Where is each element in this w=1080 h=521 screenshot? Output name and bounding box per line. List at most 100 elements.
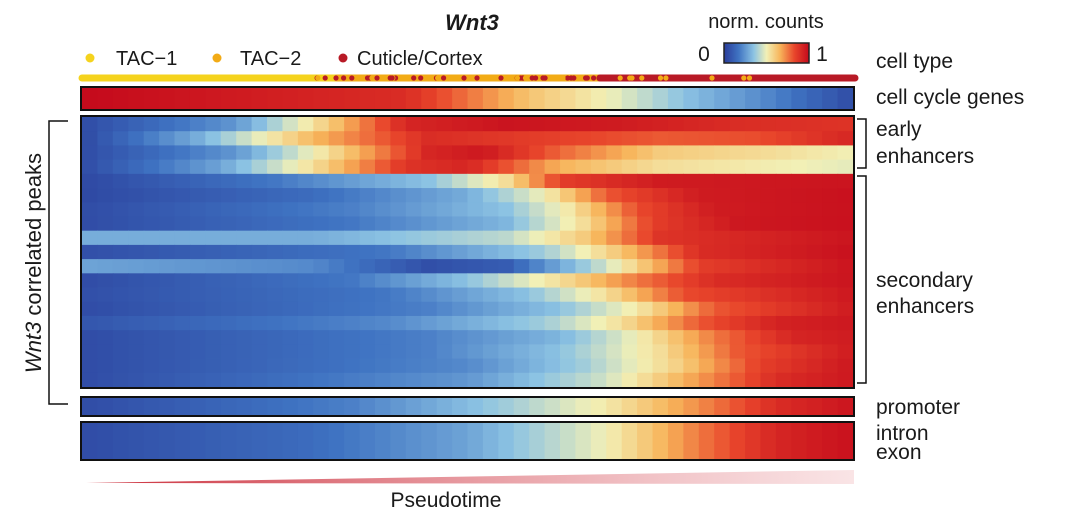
heatmap-cell-row-13 — [236, 301, 253, 317]
heatmap-cell-row-12 — [344, 287, 361, 303]
heatmap-cell-row-4 — [189, 173, 206, 189]
heatmap-cell-row-8 — [467, 230, 484, 246]
heatmap-cell-row-4 — [344, 173, 361, 189]
heatmap-cell-row-7 — [637, 216, 654, 232]
heatmap-cell-row-14 — [745, 315, 762, 331]
heatmap-cell-row-9 — [267, 244, 284, 260]
heatmap-cell-row-14 — [97, 315, 114, 331]
heatmap-cell-row-2 — [220, 145, 237, 161]
heatmap-cell-row-15 — [159, 330, 176, 345]
heatmap-cell-row-12 — [606, 287, 623, 303]
heatmap-cell-row-5 — [205, 188, 222, 203]
heatmap-cell-row-1 — [482, 131, 499, 146]
heatmap-cell-row-14 — [575, 315, 592, 331]
heatmap-cell-row-15 — [544, 330, 561, 345]
heatmap-cell-row-5 — [220, 188, 237, 203]
heatmap-cell-row-4 — [205, 173, 222, 189]
heatmap-cell-row-6 — [436, 202, 453, 217]
heatmap-cell-row-6 — [806, 202, 823, 217]
heatmap-cell-row-12 — [297, 287, 314, 303]
heatmap-cell-row-7 — [405, 216, 422, 232]
cell-type-point — [741, 75, 747, 81]
heatmap-cell-row-1 — [328, 131, 345, 146]
heatmap-cell-row-4 — [482, 173, 499, 189]
heatmap-cell-row-17 — [529, 358, 546, 374]
heatmap-cell-row-4 — [791, 173, 808, 189]
heatmap-cell-row-10 — [344, 259, 361, 274]
heatmap-cell-row-17 — [297, 358, 314, 374]
heatmap-cell-row-0 — [390, 117, 407, 132]
heatmap-cell-row-10 — [467, 259, 484, 274]
heatmap-cell-row-1 — [837, 131, 854, 146]
heatmap-cell-row-0 — [513, 117, 530, 132]
heatmap-cell-row-3 — [667, 159, 684, 175]
heatmap-cell-row-4 — [97, 173, 114, 189]
heatmap-cell-row-1 — [236, 131, 253, 146]
heatmap-cell-row-6 — [421, 202, 438, 217]
heatmap-cell-row-4 — [714, 173, 731, 189]
heatmap-cell-row-0 — [575, 117, 592, 132]
heatmap-cell-row-5 — [498, 188, 515, 203]
heatmap-cell-row-8 — [344, 230, 361, 246]
heatmap-cell-row-8 — [729, 230, 746, 246]
heatmap-cell-row-9 — [667, 244, 684, 260]
heatmap-cell-row-8 — [498, 230, 515, 246]
heatmap-cell-row-16 — [729, 344, 746, 359]
heatmap-cell-row-4 — [159, 173, 176, 189]
heatmap-cell-row-8 — [714, 230, 731, 246]
heatmap-cell-row-0 — [205, 117, 222, 132]
heatmap-cell-row-11 — [698, 273, 715, 288]
promoter-cell — [421, 398, 438, 416]
heatmap-cell-row-12 — [498, 287, 515, 303]
promoter-cell — [390, 398, 407, 416]
promoter-cell — [236, 398, 253, 416]
cell-cycle-cell — [606, 88, 623, 110]
heatmap-cell-row-13 — [482, 301, 499, 317]
intron-exon-cell — [421, 423, 438, 460]
intron-exon-cell — [529, 423, 546, 460]
heatmap-cell-row-6 — [189, 202, 206, 217]
heatmap-cell-row-15 — [529, 330, 546, 345]
promoter-cell — [174, 398, 191, 416]
heatmap-cell-row-16 — [174, 344, 191, 359]
heatmap-cell-row-17 — [405, 358, 422, 374]
promoter-cell — [745, 398, 762, 416]
heatmap-cell-row-5 — [159, 188, 176, 203]
heatmap-cell-row-4 — [297, 173, 314, 189]
heatmap-cell-row-18 — [205, 372, 222, 388]
heatmap-cell-row-12 — [822, 287, 839, 303]
heatmap-cell-row-8 — [267, 230, 284, 246]
promoter-cell — [251, 398, 268, 416]
heatmap-cell-row-9 — [806, 244, 823, 260]
heatmap-cell-row-1 — [344, 131, 361, 146]
heatmap-cell-row-17 — [112, 358, 129, 374]
early-enhancers-bracket — [857, 118, 867, 169]
intron-exon-cell — [467, 423, 484, 460]
heatmap-cell-row-14 — [112, 315, 129, 331]
heatmap-cell-row-15 — [745, 330, 762, 345]
heatmap-cell-row-5 — [313, 188, 330, 203]
heatmap-cell-row-10 — [775, 259, 792, 274]
cell-cycle-cell — [112, 88, 129, 110]
heatmap-cell-row-7 — [97, 216, 114, 232]
heatmap-cell-row-8 — [143, 230, 160, 246]
promoter-cell — [159, 398, 176, 416]
heatmap-cell-row-13 — [560, 301, 577, 317]
cell-type-label: cell type — [876, 50, 953, 73]
heatmap-cell-row-15 — [82, 330, 99, 345]
heatmap-cell-row-11 — [729, 273, 746, 288]
heatmap-cell-row-17 — [560, 358, 577, 374]
heatmap-cell-row-0 — [760, 117, 777, 132]
heatmap-cell-row-5 — [575, 188, 592, 203]
chart-title: Wnt3 — [445, 10, 499, 35]
heatmap-cell-row-4 — [421, 173, 438, 189]
heatmap-cell-row-12 — [652, 287, 669, 303]
heatmap-cell-row-1 — [313, 131, 330, 146]
heatmap-cell-row-5 — [405, 188, 422, 203]
heatmap-cell-row-15 — [220, 330, 237, 345]
heatmap-cell-row-1 — [112, 131, 129, 146]
heatmap-cell-row-6 — [220, 202, 237, 217]
heatmap-cell-row-4 — [390, 173, 407, 189]
heatmap-cell-row-11 — [344, 273, 361, 288]
heatmap-cell-row-13 — [529, 301, 546, 317]
